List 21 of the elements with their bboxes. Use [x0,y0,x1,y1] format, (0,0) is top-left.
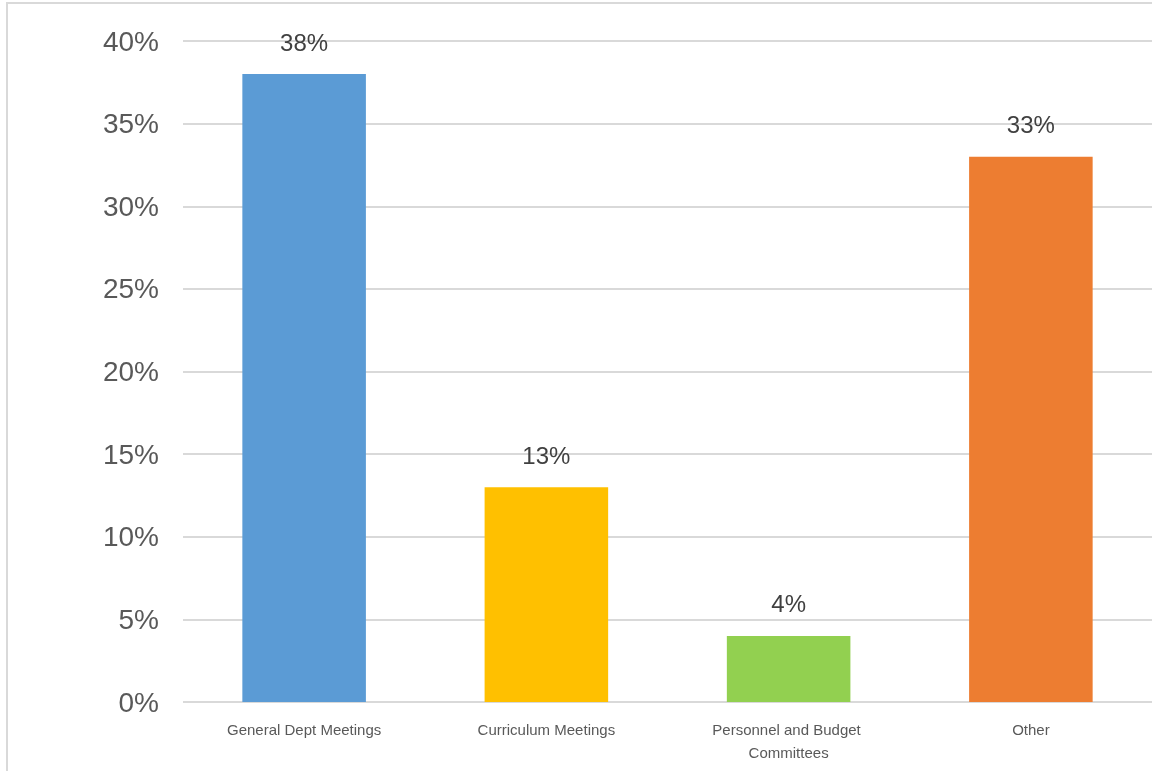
x-tick-label: General Dept Meetings [227,721,382,738]
data-label: 38% [280,28,329,56]
x-tick-label: Personnel and Budget Committees [712,721,865,761]
y-tick-label: 15% [102,438,159,470]
x-tick-label: Other [1012,721,1050,738]
y-tick-label: 30% [102,190,159,222]
bar [242,74,366,702]
bar [726,635,851,702]
y-tick-label: 0% [118,686,159,718]
y-tick-label: 25% [102,273,159,305]
y-tick-label: 35% [102,108,159,140]
bar [969,156,1093,702]
x-tick-label: Curriculum Meetings [477,721,616,738]
bar [484,487,609,702]
y-tick-label: 20% [102,356,159,387]
data-label: 13% [522,441,571,469]
y-tick-label: 10% [102,521,159,553]
data-label: 4% [771,590,806,618]
y-tick-label: 40% [102,25,159,57]
y-tick-label: 5% [118,603,159,635]
data-label: 33% [1006,111,1055,139]
